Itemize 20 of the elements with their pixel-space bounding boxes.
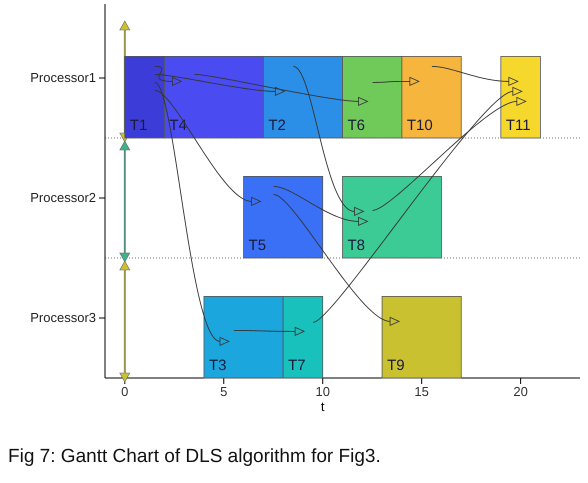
series-label: T6 xyxy=(348,117,366,134)
caption: Fig 7: Gantt Chart of DLS algorithm for Fig3. xyxy=(8,446,381,467)
x-tick-label: 0 xyxy=(121,384,128,400)
series-label: T5 xyxy=(248,237,266,254)
y-tick-label: Processor2 xyxy=(30,190,96,206)
x-tick-label: 20 xyxy=(513,384,528,400)
series-label: T8 xyxy=(348,237,366,254)
x-tick-label: 15 xyxy=(414,384,429,400)
series-label: T3 xyxy=(208,357,226,374)
x-tick-label: 5 xyxy=(220,384,228,400)
series-label: T1 xyxy=(130,117,148,134)
y-tick-label: Processor1 xyxy=(30,70,96,86)
x-axis-title: t xyxy=(320,399,325,414)
series-label: T10 xyxy=(406,117,433,134)
series-label: T9 xyxy=(387,357,405,374)
y-tick-label: Processor3 xyxy=(30,310,96,326)
series-label: T7 xyxy=(288,357,306,374)
series-label: T2 xyxy=(268,117,286,134)
series-label: T11 xyxy=(506,117,531,134)
x-tick-label: 10 xyxy=(315,384,330,400)
